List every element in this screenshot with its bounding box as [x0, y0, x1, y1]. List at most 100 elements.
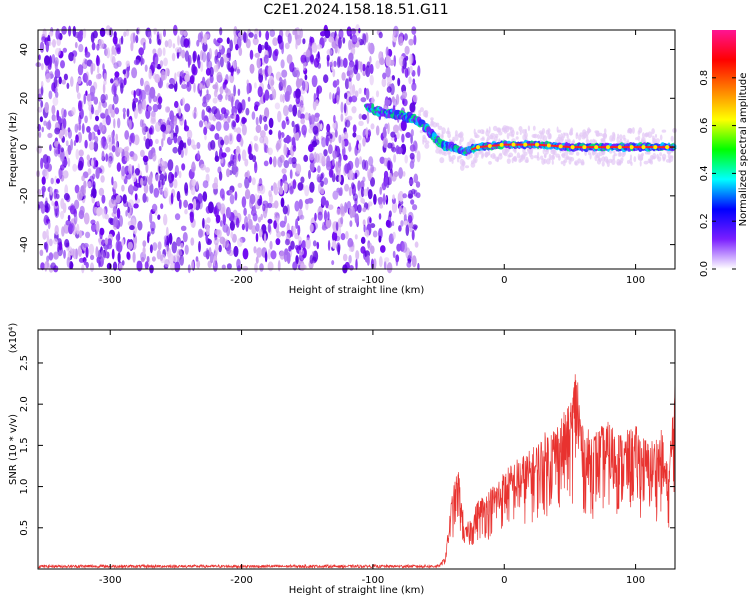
noise-speck: [513, 157, 518, 163]
noise-speck: [401, 133, 405, 143]
noise-speck: [378, 213, 382, 220]
noise-speck: [114, 79, 120, 87]
noise-speck: [240, 137, 244, 147]
noise-speck: [218, 244, 222, 253]
noise-speck: [49, 186, 53, 196]
noise-speck: [133, 90, 136, 99]
noise-speck: [409, 65, 413, 74]
noise-speck: [111, 106, 116, 118]
noise-speck: [286, 252, 291, 264]
noise-speck: [110, 78, 114, 84]
noise-speck: [51, 200, 54, 206]
noise-speck: [344, 78, 350, 90]
noise-speck: [72, 25, 77, 37]
noise-speck: [408, 76, 412, 85]
noise-speck: [670, 135, 674, 142]
noise-speck: [133, 107, 138, 120]
noise-speck: [340, 113, 344, 122]
noise-speck: [95, 115, 99, 122]
noise-speck: [412, 224, 418, 230]
noise-speck: [313, 135, 317, 145]
noise-speck: [307, 197, 314, 204]
noise-speck: [362, 207, 367, 213]
noise-speck: [612, 154, 616, 161]
noise-speck: [348, 186, 352, 197]
noise-speck: [163, 213, 168, 226]
noise-speck: [595, 132, 600, 137]
noise-speck: [299, 214, 305, 220]
noise-speck: [205, 105, 211, 113]
noise-speck: [121, 238, 125, 247]
noise-speck: [54, 60, 58, 71]
noise-speck: [260, 67, 263, 76]
noise-speck: [341, 72, 346, 81]
noise-speck: [379, 203, 384, 209]
noise-speck: [129, 225, 135, 231]
noise-speck: [96, 207, 102, 217]
noise-speck: [387, 214, 392, 224]
noise-speck: [358, 28, 361, 34]
noise-speck: [229, 189, 233, 196]
noise-speck: [351, 95, 358, 103]
noise-speck: [195, 256, 199, 262]
noise-speck: [580, 159, 585, 165]
noise-speck: [48, 90, 53, 100]
noise-speck: [392, 194, 395, 200]
noise-speck: [53, 238, 58, 245]
noise-speck: [448, 152, 451, 159]
noise-speck: [391, 220, 395, 227]
noise-speck: [37, 93, 42, 102]
noise-speck: [60, 210, 65, 220]
noise-speck: [142, 124, 146, 134]
noise-speck: [332, 190, 339, 200]
noise-speck: [175, 47, 181, 53]
noise-speck: [67, 157, 71, 167]
noise-speck: [603, 128, 607, 135]
noise-speck: [199, 82, 202, 91]
noise-speck: [269, 156, 273, 165]
noise-speck: [166, 234, 173, 243]
noise-speck: [481, 136, 485, 140]
noise-speck: [292, 30, 296, 36]
noise-speck: [274, 48, 279, 57]
noise-speck: [618, 159, 622, 166]
noise-speck: [112, 206, 117, 214]
noise-speck: [282, 205, 288, 215]
noise-speck: [639, 160, 642, 167]
noise-speck: [642, 132, 645, 139]
noise-speck: [52, 39, 56, 48]
echo-peak: [641, 145, 646, 150]
noise-speck: [116, 162, 122, 172]
noise-speck: [386, 262, 393, 274]
noise-speck: [284, 215, 287, 224]
noise-speck: [40, 85, 44, 96]
noise-speck: [391, 146, 397, 153]
noise-speck: [398, 205, 402, 215]
noise-speck: [63, 223, 70, 234]
noise-speck: [586, 134, 589, 142]
noise-speck: [367, 189, 373, 200]
noise-speck: [218, 171, 223, 181]
noise-speck: [179, 75, 182, 85]
noise-speck: [263, 160, 269, 167]
noise-speck: [300, 54, 307, 63]
noise-speck: [347, 115, 353, 121]
noise-speck: [405, 132, 411, 138]
noise-speck: [409, 250, 413, 260]
noise-speck: [62, 47, 67, 53]
noise-speck: [208, 112, 214, 121]
noise-speck: [77, 30, 83, 43]
noise-speck: [128, 119, 132, 130]
noise-speck: [49, 144, 52, 152]
noise-speck: [63, 249, 66, 259]
noise-speck: [205, 93, 212, 101]
noise-speck: [113, 62, 119, 69]
noise-speck: [201, 51, 207, 63]
noise-speck: [587, 128, 592, 133]
echo-peak: [523, 142, 528, 147]
noise-speck: [268, 190, 272, 198]
noise-speck: [312, 240, 317, 247]
noise-speck: [357, 204, 362, 214]
noise-speck: [412, 140, 418, 152]
noise-speck: [299, 28, 303, 39]
